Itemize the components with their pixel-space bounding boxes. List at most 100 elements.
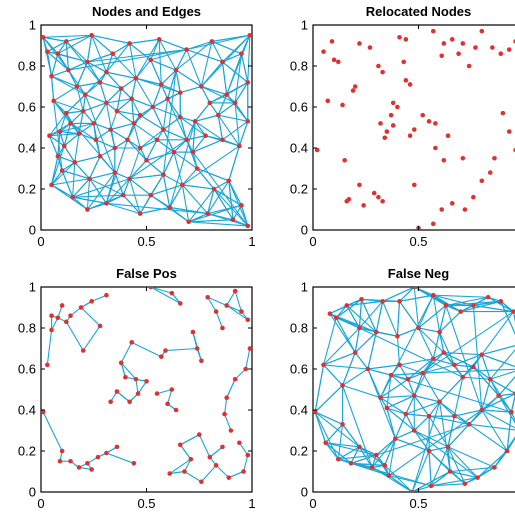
edge xyxy=(384,438,396,466)
edge xyxy=(443,352,482,356)
edge xyxy=(481,409,508,452)
edge xyxy=(150,174,164,196)
edge xyxy=(200,86,211,104)
panel-relocated-nodes: Relocated Nodes 0 0.2 0.4 0.6 0.8 1 0 0.5 xyxy=(290,4,515,249)
edge xyxy=(57,41,67,55)
x-tick-label: 1 xyxy=(248,234,255,249)
node-point xyxy=(154,137,160,143)
edge xyxy=(163,116,181,130)
node-point xyxy=(439,207,445,212)
edge xyxy=(342,368,369,386)
edge xyxy=(186,139,194,153)
edge xyxy=(450,466,495,473)
node-point xyxy=(89,467,94,472)
y-tick-label: 0.8 xyxy=(18,59,36,74)
edge xyxy=(192,151,198,169)
node-point xyxy=(426,119,432,124)
edge xyxy=(188,221,248,227)
edge xyxy=(63,133,80,147)
edge xyxy=(89,155,101,179)
node-point xyxy=(449,201,455,206)
node-point xyxy=(220,444,225,450)
node-point xyxy=(441,41,447,46)
edge xyxy=(506,437,515,452)
edge xyxy=(325,442,352,464)
edge xyxy=(76,81,101,88)
node-point xyxy=(222,411,227,417)
node-point xyxy=(220,137,225,143)
edge xyxy=(42,37,53,77)
edge xyxy=(93,122,111,131)
node-point xyxy=(403,37,409,42)
node-point xyxy=(66,67,71,73)
node-point xyxy=(137,112,143,118)
edge xyxy=(405,395,415,415)
node-point xyxy=(224,395,229,401)
node-point xyxy=(498,51,504,56)
edge xyxy=(224,397,228,415)
edge xyxy=(131,98,154,108)
node-point xyxy=(64,39,69,44)
edge xyxy=(350,462,390,477)
x-tick-label: 0 xyxy=(37,496,44,511)
edge xyxy=(228,180,249,227)
edge xyxy=(192,135,207,153)
node-point xyxy=(165,401,170,407)
edge xyxy=(53,100,84,112)
edge xyxy=(428,450,451,472)
panel-false-neg: False Neg 0 0.2 0.4 0.6 0.8 1 0 0.5 xyxy=(290,266,515,511)
edge xyxy=(63,123,72,147)
edge xyxy=(228,145,240,181)
node-point xyxy=(97,153,103,159)
edge xyxy=(399,358,434,366)
edge xyxy=(131,98,141,116)
edge xyxy=(432,331,441,359)
edge xyxy=(407,358,434,380)
edge xyxy=(375,301,384,333)
y-tick-label: 0.2 xyxy=(290,182,308,197)
edge xyxy=(335,317,356,353)
edge xyxy=(129,178,152,196)
x-tick-label: 0.5 xyxy=(137,234,155,249)
edge xyxy=(413,358,434,396)
node-point xyxy=(64,319,69,325)
node-point xyxy=(388,112,394,118)
edge xyxy=(53,100,63,171)
node-point xyxy=(228,428,234,433)
node-point xyxy=(245,119,251,124)
node-point xyxy=(68,458,73,464)
edge xyxy=(72,178,130,198)
edge xyxy=(213,188,242,206)
node-point xyxy=(85,461,90,466)
node-point xyxy=(407,82,413,87)
edge xyxy=(162,129,175,153)
edge xyxy=(86,172,116,210)
node-point xyxy=(150,104,156,110)
edge xyxy=(160,69,177,85)
node-point xyxy=(411,428,417,433)
edge xyxy=(215,311,223,329)
node-point xyxy=(169,290,175,296)
edge xyxy=(201,86,236,104)
edge xyxy=(180,116,196,122)
edge xyxy=(447,416,455,448)
edge xyxy=(135,77,181,94)
node-point xyxy=(163,348,168,353)
edge xyxy=(481,354,515,368)
node-point xyxy=(433,145,438,151)
node-point xyxy=(190,149,196,155)
edge xyxy=(477,450,508,479)
edge xyxy=(390,374,415,397)
node-point xyxy=(333,315,339,321)
node-point xyxy=(388,372,394,378)
node-point xyxy=(239,51,244,56)
edge xyxy=(182,145,240,186)
edge xyxy=(131,78,137,99)
edge xyxy=(196,167,229,182)
node-point xyxy=(59,448,65,454)
node-point xyxy=(340,102,345,108)
x-tick-label: 0 xyxy=(37,234,44,249)
edge xyxy=(399,364,423,374)
edge xyxy=(192,139,223,153)
node-point xyxy=(426,448,432,454)
